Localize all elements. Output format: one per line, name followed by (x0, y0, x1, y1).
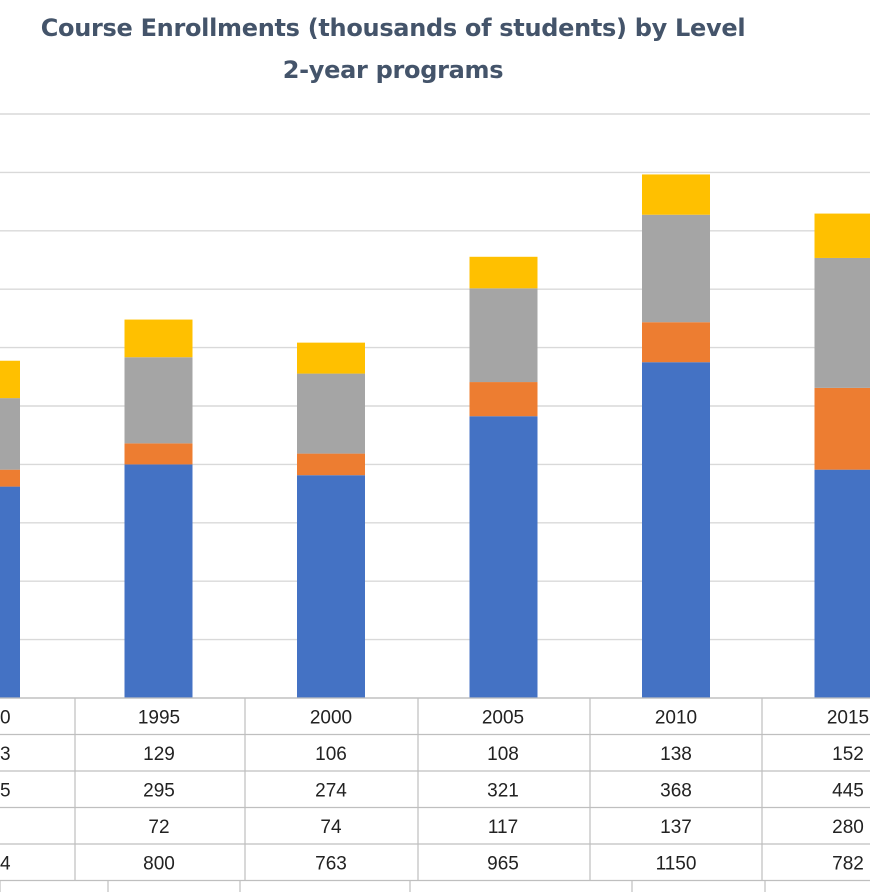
table-header-cell: 2010 (655, 707, 697, 728)
bar-segment-1995-s3 (124, 319, 193, 358)
bar-segment-2000-s3 (297, 342, 365, 374)
bar-segment-2005-s2 (469, 288, 538, 383)
bar-segment-1995-s2 (124, 357, 193, 444)
bar-segment-2000-s1 (297, 453, 365, 476)
table-cell: 74 (320, 817, 342, 838)
bar-segment-2005-s3 (469, 256, 538, 289)
table-cell: 72 (148, 817, 169, 838)
chart-title: Course Enrollments (thousands of student… (40, 14, 746, 42)
table-cell: 152 (832, 744, 864, 765)
bar-segment-2015-s0 (814, 469, 870, 698)
bar-segment-2000-s0 (297, 475, 365, 698)
table-cell: 295 (143, 780, 175, 801)
table-cell: 3 (0, 744, 11, 765)
bar-segment-2010-s2 (642, 214, 710, 323)
table-header-cell: 2005 (482, 707, 524, 728)
bar-segment-2010-s3 (642, 174, 710, 215)
data-table: 0 1995 2000 2005 2010 2015 3 129 106 108 138 152 5 29… (0, 697, 870, 892)
table-header-cell: 2015 (827, 707, 869, 728)
chart-subtitle: 2-year programs (282, 56, 504, 84)
bar-segment-2015-s3 (814, 213, 870, 258)
table-cell: 117 (488, 817, 518, 838)
bar-segment-1995-s1 (124, 443, 193, 465)
bar-segment-2005-s0 (469, 416, 538, 698)
bar-segment-1990-s2 (0, 398, 20, 470)
table-cell: 138 (660, 744, 692, 765)
table-cell: 108 (487, 744, 519, 765)
bars (0, 174, 870, 698)
table-cell: 782 (832, 853, 864, 874)
table-cell: 800 (143, 853, 175, 874)
bar-segment-1990-s1 (0, 469, 20, 487)
table-cell: 280 (832, 817, 864, 838)
table-header-cell: 2000 (310, 707, 352, 728)
table-header-cell: 1995 (138, 707, 180, 728)
table-cell: 965 (487, 853, 519, 874)
table-cell: 4 (0, 853, 11, 874)
bar-segment-2010-s1 (642, 322, 710, 363)
bar-segment-2015-s1 (814, 387, 870, 470)
table-cell: 5 (0, 780, 11, 801)
table-cell: 321 (487, 780, 519, 801)
bar-segment-2005-s1 (469, 382, 538, 417)
table-cell: 106 (315, 744, 347, 765)
table-cell: 368 (660, 780, 692, 801)
bar-segment-1990-s0 (0, 486, 20, 698)
bar-segment-1995-s0 (124, 464, 193, 698)
table-header-cell: 0 (0, 707, 11, 728)
table-cell: 274 (315, 780, 347, 801)
table-cell: 129 (143, 744, 175, 765)
table-cell: 137 (660, 817, 692, 838)
bar-segment-2015-s2 (814, 257, 870, 388)
bar-segment-1990-s3 (0, 360, 20, 399)
bar-segment-2000-s2 (297, 373, 365, 454)
table-cell: 445 (832, 780, 864, 801)
table-cell: 1150 (656, 853, 697, 874)
bar-segment-2010-s0 (642, 362, 710, 698)
table-cell: 763 (315, 853, 347, 874)
